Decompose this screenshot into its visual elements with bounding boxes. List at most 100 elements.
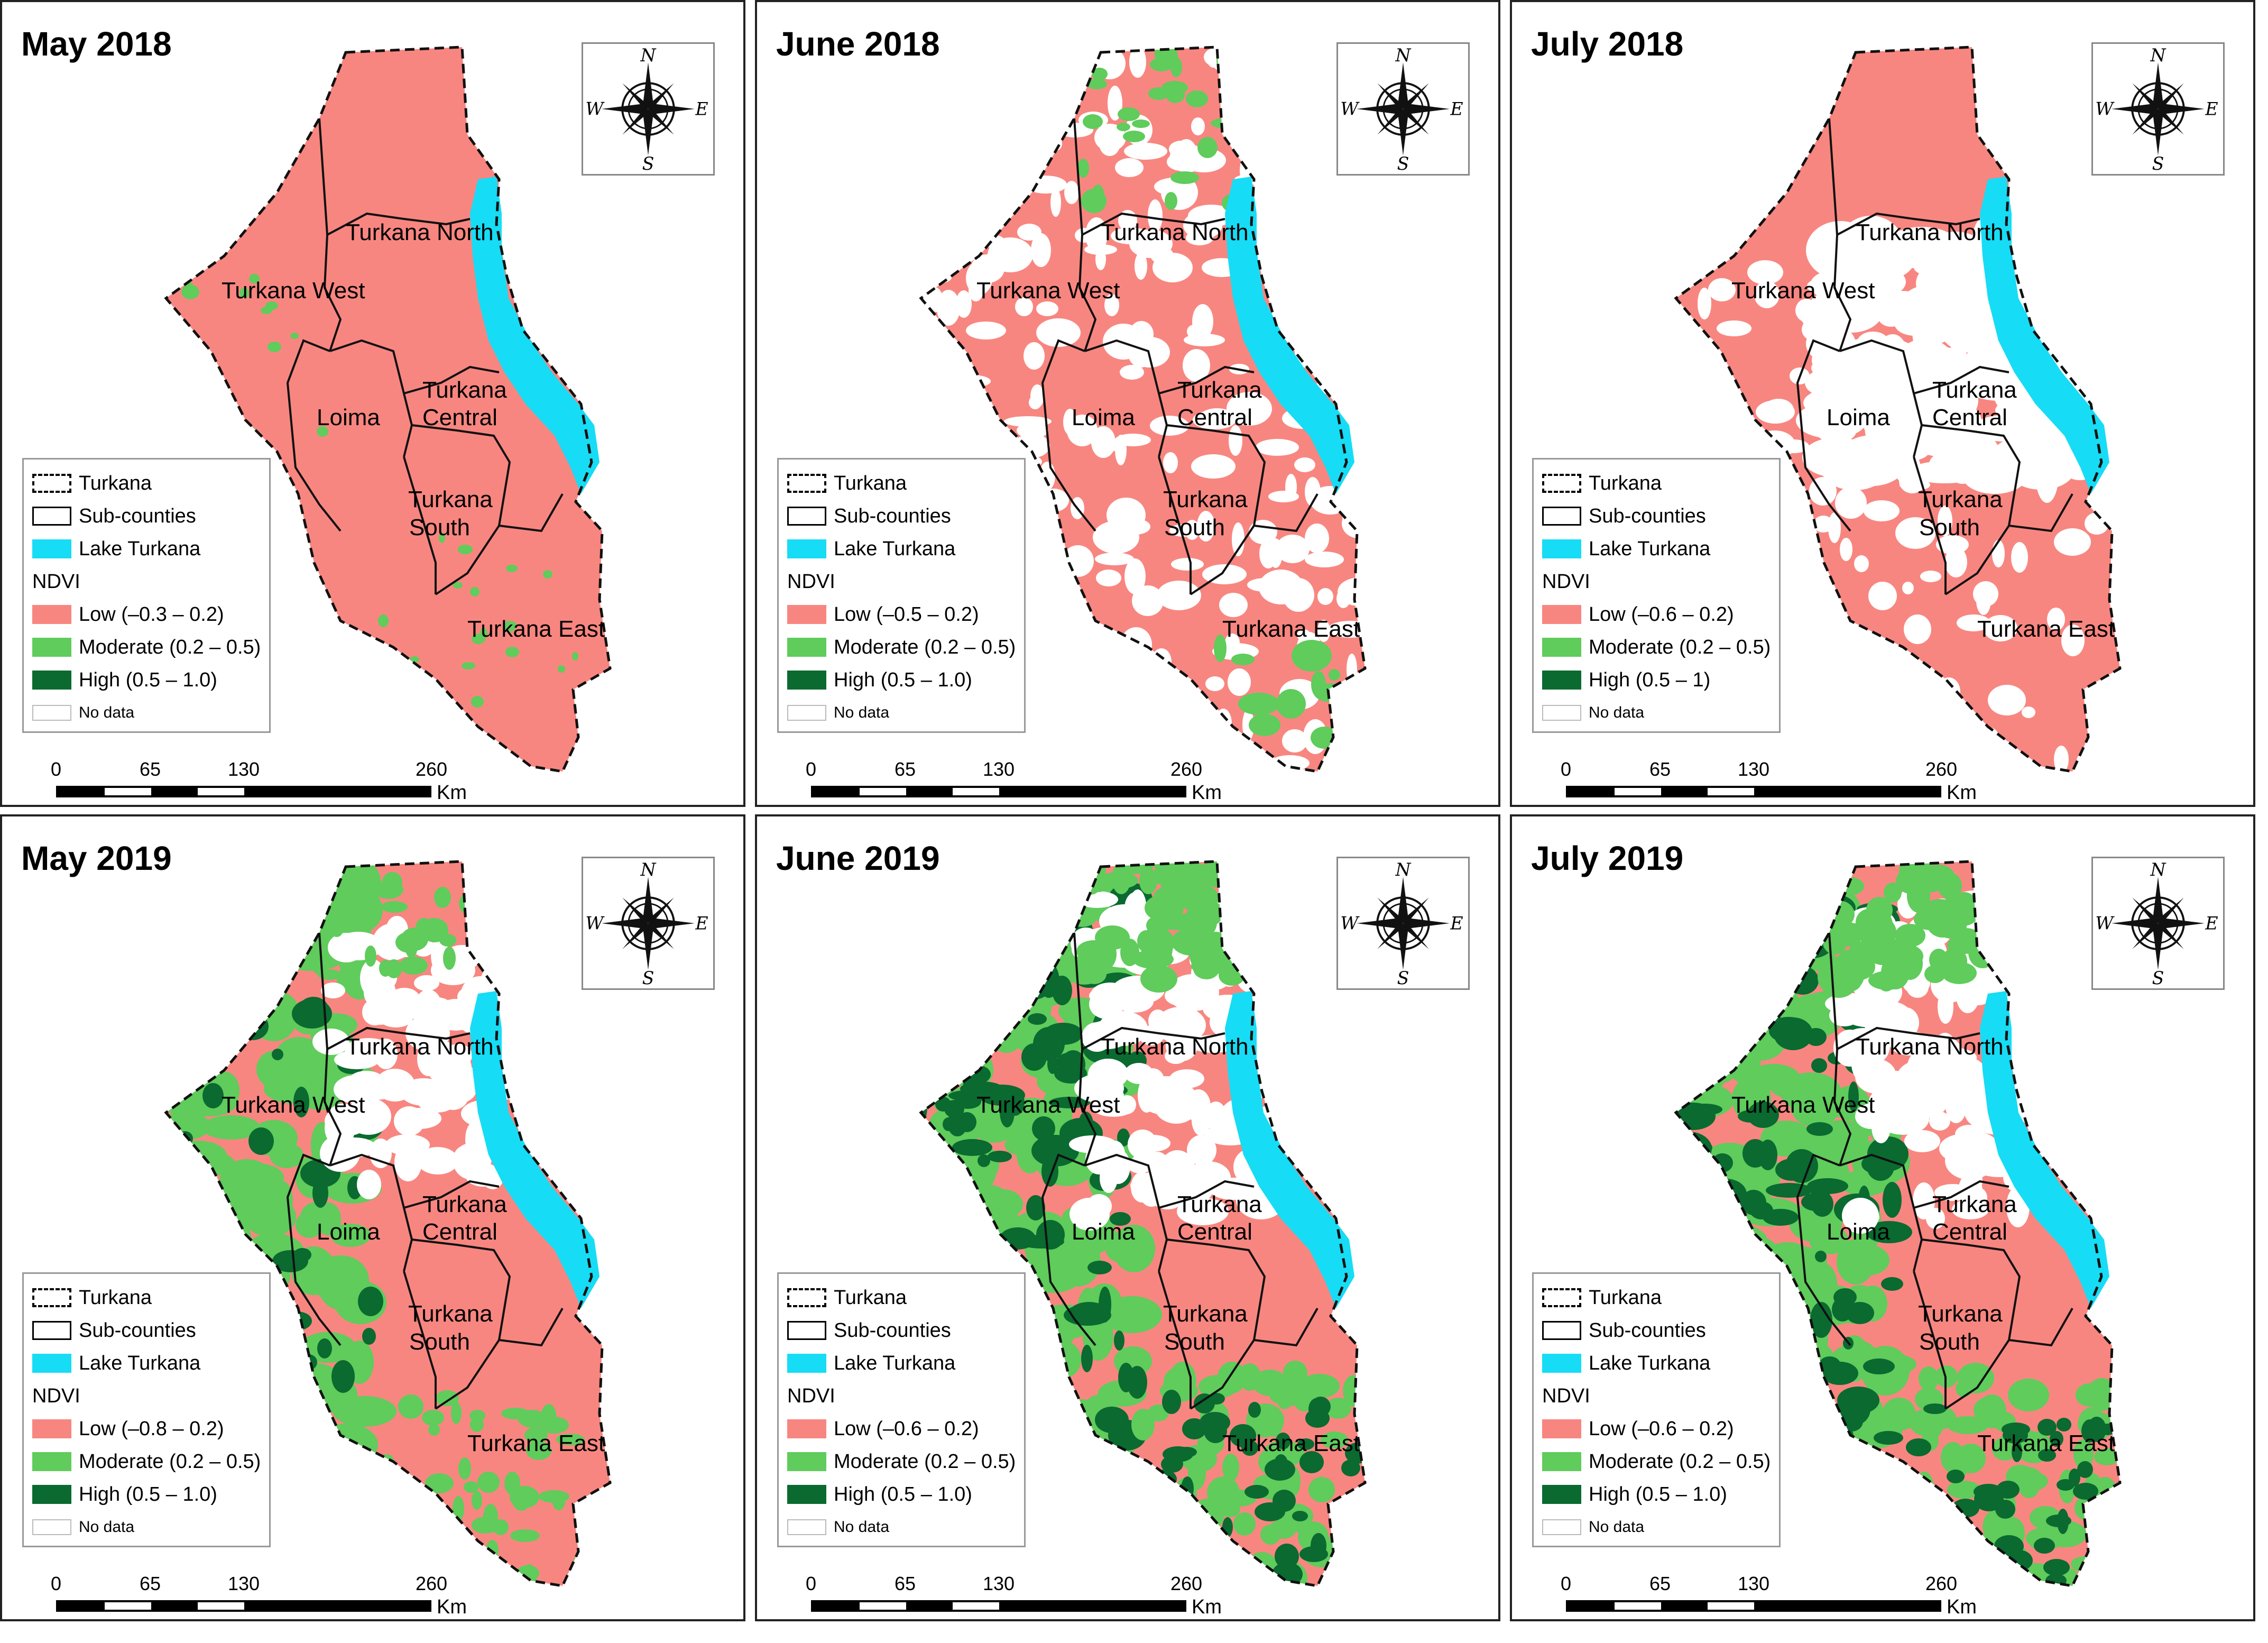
legend-moderate: Moderate (0.2 – 0.5) [1542, 1445, 1771, 1478]
legend-lake: Lake Turkana [1542, 533, 1771, 565]
map-panel-1: Turkana North Turkana West Turkana Centr… [0, 0, 745, 807]
label-turkana-north: Turkana North [1856, 1034, 2004, 1060]
label-turkana-east: Turkana East [1977, 1430, 2115, 1456]
svg-text:N: N [640, 45, 656, 66]
legend-moderate: Moderate (0.2 – 0.5) [787, 1445, 1016, 1478]
map-panel-5: Turkana North Turkana West Turkana Centr… [755, 814, 1500, 1621]
label-turkana-south-2: South [409, 515, 470, 540]
label-loima: Loima [1072, 405, 1135, 430]
label-turkana-north: Turkana North [1856, 219, 2004, 245]
label-loima: Loima [1827, 405, 1890, 430]
map-legend: Turkana Sub-counties Lake Turkana NDVI L… [777, 458, 1026, 733]
svg-text:N: N [2150, 45, 2166, 66]
svg-text:N: N [2150, 859, 2166, 880]
legend-lake: Lake Turkana [787, 1347, 1016, 1380]
label-turkana-central-2: Central [1932, 405, 2007, 430]
label-turkana-central-1: Turkana [1177, 377, 1262, 403]
legend-high: High (0.5 – 1.0) [32, 1478, 261, 1511]
svg-text:W: W [1340, 913, 1360, 934]
panel-title: June 2018 [776, 25, 940, 63]
label-turkana-east: Turkana East [1222, 616, 1360, 642]
panel-title: July 2019 [1531, 839, 1684, 877]
turkana-boundary [164, 45, 612, 773]
label-loima: Loima [1827, 1219, 1890, 1245]
turkana-boundary [919, 45, 1367, 773]
legend-nodata: No data [1542, 1511, 1771, 1544]
label-loima: Loima [317, 1219, 380, 1245]
label-turkana-central-1: Turkana [422, 1191, 507, 1217]
label-loima: Loima [317, 405, 380, 430]
label-turkana-south-2: South [1164, 515, 1225, 540]
panel-title: July 2018 [1531, 25, 1684, 63]
map-legend: Turkana Sub-counties Lake Turkana NDVI L… [22, 1272, 271, 1547]
map-panel-4: Turkana North Turkana West Turkana Centr… [0, 814, 745, 1621]
panel-title: May 2019 [21, 839, 172, 877]
svg-text:W: W [2095, 913, 2115, 934]
label-turkana-north: Turkana North [346, 219, 494, 245]
label-turkana-east: Turkana East [467, 1430, 605, 1456]
subcounty-labels: Turkana North Turkana West Turkana Centr… [976, 1034, 1360, 1456]
north-arrow: N S W E [1336, 857, 1470, 990]
legend-boundary: Turkana [1542, 1281, 1771, 1314]
legend-boundary: Turkana [32, 467, 261, 500]
legend-boundary: Turkana [787, 1281, 1016, 1314]
label-turkana-north: Turkana North [1101, 1034, 1249, 1060]
legend-ndvi-heading: NDVI [1542, 571, 1590, 593]
svg-text:E: E [2205, 99, 2218, 120]
subcounty-labels: Turkana North Turkana West Turkana Centr… [1731, 219, 2115, 642]
north-arrow: N S W E [582, 857, 715, 990]
turkana-map: Turkana North Turkana West Turkana Centr… [1674, 45, 2122, 773]
map-legend: Turkana Sub-counties Lake Turkana NDVI L… [1532, 458, 1781, 733]
subcounty-labels: Turkana North Turkana West Turkana Centr… [1731, 1034, 2115, 1456]
map-legend: Turkana Sub-counties Lake Turkana NDVI L… [1532, 1272, 1781, 1547]
label-turkana-central-2: Central [1177, 405, 1252, 430]
svg-text:E: E [1450, 99, 1463, 120]
turkana-boundary [1674, 860, 2122, 1587]
compass-rose-icon: N S W E [585, 859, 708, 988]
svg-text:E: E [2205, 913, 2218, 934]
subcounty-boundaries [286, 118, 564, 595]
compass-rose-icon: N S W E [1340, 45, 1463, 174]
svg-text:E: E [1450, 913, 1463, 934]
label-turkana-south-1: Turkana [408, 487, 493, 512]
legend-high: High (0.5 – 1.0) [787, 664, 1016, 696]
turkana-boundary [919, 860, 1367, 1587]
legend-moderate: Moderate (0.2 – 0.5) [787, 631, 1016, 664]
label-turkana-east: Turkana East [1222, 1430, 1360, 1456]
label-turkana-central-2: Central [422, 405, 497, 430]
lake-turkana [470, 991, 600, 1308]
legend-ndvi-heading: NDVI [787, 1385, 835, 1407]
legend-nodata: No data [787, 1511, 1016, 1544]
legend-subcounties: Sub-counties [787, 1314, 1016, 1347]
legend-subcounties: Sub-counties [32, 500, 261, 533]
compass-rose-icon: N S W E [2095, 45, 2218, 174]
map-legend: Turkana Sub-counties Lake Turkana NDVI L… [777, 1272, 1026, 1547]
legend-lake: Lake Turkana [1542, 1347, 1771, 1380]
legend-subcounties: Sub-counties [32, 1314, 261, 1347]
subcounty-labels: Turkana North Turkana West Turkana Centr… [976, 219, 1360, 642]
label-turkana-west: Turkana West [222, 278, 365, 304]
legend-boundary: Turkana [1542, 467, 1771, 500]
label-turkana-south-1: Turkana [1163, 487, 1248, 512]
map-panel-2: Turkana North Turkana West Turkana Centr… [755, 0, 1500, 807]
legend-lake: Lake Turkana [32, 533, 261, 565]
lake-turkana [1980, 991, 2109, 1308]
legend-low: Low (–0.3 – 0.2) [32, 598, 261, 631]
label-turkana-south-2: South [1919, 515, 1980, 540]
legend-boundary: Turkana [32, 1281, 261, 1314]
svg-text:S: S [1397, 153, 1409, 174]
scale-bar: 0 65 130 260 Km [1560, 758, 1977, 804]
panel-title: June 2019 [776, 839, 940, 877]
svg-text:N: N [1395, 45, 1411, 66]
turkana-boundary [164, 860, 612, 1587]
legend-nodata: No data [32, 696, 261, 729]
subcounty-boundaries [1796, 932, 2073, 1410]
label-turkana-central-2: Central [1932, 1219, 2007, 1245]
subcounty-labels: Turkana North Turkana West Turkana Centr… [222, 219, 605, 642]
turkana-county-area [166, 47, 610, 772]
label-turkana-west: Turkana West [1731, 278, 1875, 304]
legend-low: Low (–0.6 – 0.2) [1542, 598, 1771, 631]
lake-turkana [1225, 991, 1354, 1308]
legend-nodata: No data [787, 696, 1016, 729]
